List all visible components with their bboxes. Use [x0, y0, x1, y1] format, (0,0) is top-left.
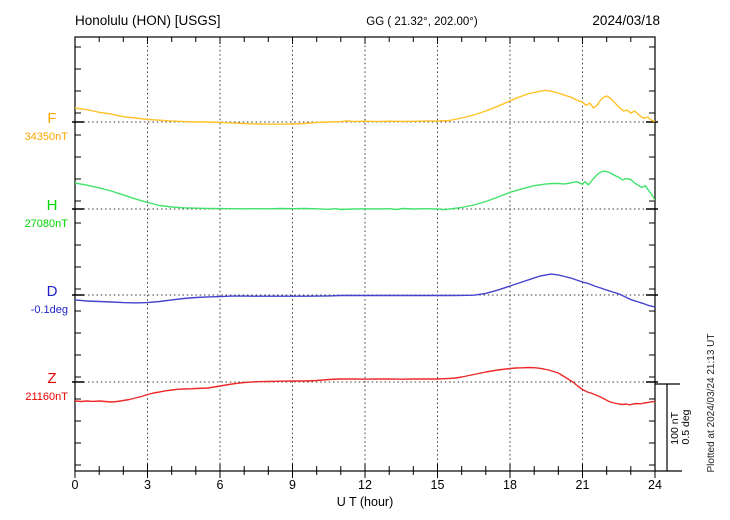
plot-date: 2024/03/18 [592, 13, 660, 28]
dotted-gridline-path [75, 37, 655, 471]
scale-bar-label: 100 nT 0.5 deg [669, 409, 692, 444]
trace-F-letter: F [47, 110, 56, 127]
x-tick-label: 9 [289, 478, 296, 492]
scale-bar-line1: 100 nT [669, 411, 681, 444]
x-tick-label: 12 [358, 478, 372, 492]
trace-Z-baseline-value: 21160nT [25, 391, 68, 403]
trace-curve-Z [75, 366, 655, 406]
x-tick-label: 3 [144, 478, 151, 492]
axis-ticks [72, 37, 658, 478]
scale-bar: 100 nT 0.5 deg [655, 383, 692, 472]
x-tick-label: 24 [648, 478, 662, 492]
x-tick-label: 21 [576, 478, 590, 492]
trace-curves [75, 89, 655, 406]
x-tick-label: 0 [72, 478, 79, 492]
trace-D-letter: D [47, 283, 58, 300]
minor-tick-path [74, 37, 656, 478]
trace-Z-letter: Z [47, 370, 56, 387]
trace-H-letter: H [47, 197, 58, 214]
scale-bar-lines [655, 383, 682, 472]
x-tick-label: 15 [431, 478, 445, 492]
trace-curve-F [75, 89, 655, 125]
x-tick-label: 18 [503, 478, 517, 492]
trace-curve-H [75, 170, 655, 211]
trace-curve-D [75, 273, 655, 308]
trace-F-baseline-value: 34350nT [25, 131, 69, 143]
grid-dotted-lines [75, 37, 655, 471]
scale-bar-line2: 0.5 deg [680, 409, 692, 444]
x-axis-title: U T (hour) [337, 495, 394, 509]
trace-H-baseline-value: 27080nT [25, 218, 69, 230]
trace-label-D: D -0.1deg [31, 283, 68, 316]
x-tick-label: 6 [217, 478, 224, 492]
trace-label-Z: Z 21160nT [25, 370, 68, 403]
trace-label-H: H 27080nT [25, 197, 69, 230]
trace-D-baseline-value: -0.1deg [31, 304, 68, 316]
baseline-tick-path [72, 121, 658, 383]
trace-label-F: F 34350nT [25, 110, 69, 143]
x-tick-labels: 0 3 6 9 12 15 18 21 24 [72, 478, 662, 492]
plotted-at-note: Plotted at 2024/03/24 21:13 UT [706, 334, 717, 473]
station-title: Honolulu (HON) [USGS] [75, 13, 221, 28]
geographic-coords: GG ( 21.32°, 202.00°) [366, 16, 478, 28]
